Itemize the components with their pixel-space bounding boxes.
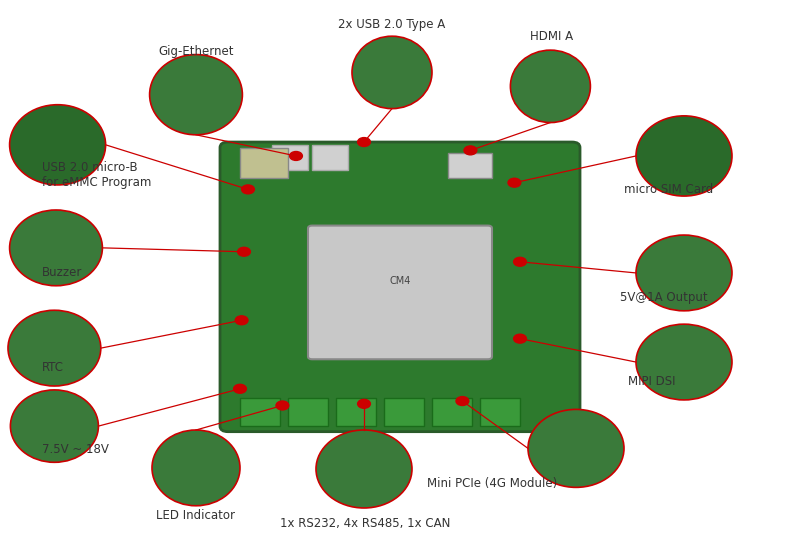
Circle shape [358,399,370,408]
Ellipse shape [150,55,242,135]
Circle shape [456,397,469,405]
Text: USB 2.0 micro-B
for eMMC Program: USB 2.0 micro-B for eMMC Program [42,162,151,189]
Bar [432,398,472,426]
Ellipse shape [152,430,240,506]
Ellipse shape [316,430,412,508]
Text: LED Indicator: LED Indicator [157,509,235,522]
Bar [288,398,328,426]
Text: Buzzer: Buzzer [42,266,82,280]
Text: 1x RS232, 4x RS485, 1x CAN: 1x RS232, 4x RS485, 1x CAN [280,517,450,530]
Circle shape [464,146,477,155]
Bar [448,153,492,178]
Ellipse shape [10,390,98,462]
Circle shape [508,178,521,187]
Ellipse shape [528,409,624,487]
Text: Mini PCIe (4G Module): Mini PCIe (4G Module) [427,477,557,490]
Circle shape [242,185,254,194]
Bar [240,398,280,426]
Circle shape [238,247,250,256]
Ellipse shape [636,235,732,311]
Bar [312,145,348,170]
Circle shape [290,152,302,160]
FancyBboxPatch shape [220,142,580,432]
Ellipse shape [636,116,732,196]
Circle shape [234,384,246,393]
FancyBboxPatch shape [308,226,492,359]
Text: Gig-Ethernet: Gig-Ethernet [158,45,234,58]
Bar [336,398,376,426]
Ellipse shape [10,210,102,286]
Ellipse shape [510,50,590,123]
Text: micro SIM Card: micro SIM Card [624,183,714,196]
Text: 2x USB 2.0 Type A: 2x USB 2.0 Type A [338,18,446,31]
Text: HDMI A: HDMI A [530,30,574,43]
Circle shape [514,334,526,343]
Circle shape [235,316,248,325]
Text: CM4: CM4 [390,276,410,286]
Circle shape [358,138,370,146]
Ellipse shape [10,105,106,185]
Ellipse shape [8,310,101,386]
Ellipse shape [352,36,432,109]
Bar [480,398,520,426]
Bar [272,145,308,170]
Text: RTC: RTC [42,361,64,374]
Ellipse shape [636,324,732,400]
Text: MIPI DSI: MIPI DSI [628,375,675,388]
Circle shape [276,401,289,410]
Bar [240,148,288,178]
Text: 5V@1A Output: 5V@1A Output [620,291,708,305]
Circle shape [514,257,526,266]
Text: 7.5V ~ 18V: 7.5V ~ 18V [42,443,109,456]
Bar [384,398,424,426]
